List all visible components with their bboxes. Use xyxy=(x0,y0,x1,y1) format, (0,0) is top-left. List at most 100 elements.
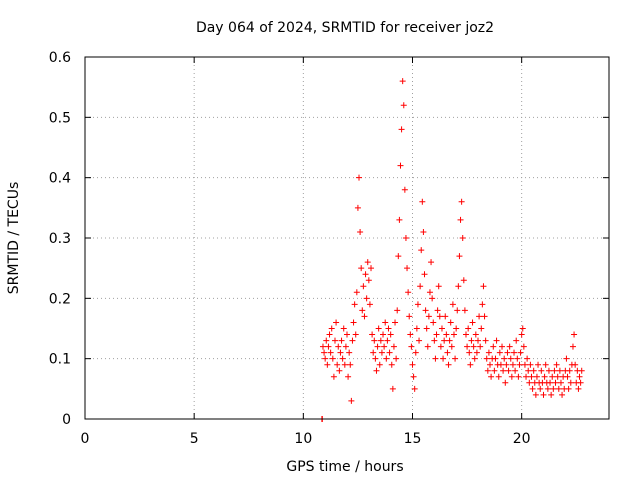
data-point xyxy=(424,343,431,350)
data-point xyxy=(564,373,571,380)
data-point xyxy=(483,355,490,362)
data-point xyxy=(457,216,464,223)
data-point xyxy=(435,283,442,290)
data-point xyxy=(428,259,435,266)
data-point xyxy=(567,379,574,386)
data-point xyxy=(542,361,549,368)
data-point xyxy=(577,379,584,386)
data-point xyxy=(365,277,372,284)
data-point xyxy=(537,385,544,392)
data-point xyxy=(328,325,335,332)
data-point xyxy=(406,313,413,320)
data-point xyxy=(389,385,396,392)
data-point xyxy=(431,337,438,344)
data-point xyxy=(477,343,484,350)
data-point xyxy=(533,373,540,380)
data-point xyxy=(467,361,474,368)
data-point xyxy=(514,355,521,362)
data-point xyxy=(423,325,430,332)
data-point xyxy=(520,343,527,350)
data-point xyxy=(488,373,495,380)
data-point xyxy=(398,126,405,133)
data-point xyxy=(321,349,328,356)
data-point xyxy=(369,331,376,338)
data-point xyxy=(459,235,466,241)
data-point xyxy=(450,331,457,338)
data-point xyxy=(530,367,537,374)
data-point xyxy=(504,349,511,356)
data-point xyxy=(364,259,371,266)
data-point xyxy=(425,313,432,320)
data-point xyxy=(461,307,468,314)
data-point xyxy=(410,373,417,380)
data-point xyxy=(497,361,504,368)
data-point xyxy=(350,319,357,326)
data-point xyxy=(357,228,364,235)
data-point xyxy=(500,367,507,374)
data-point xyxy=(509,361,516,368)
data-point xyxy=(557,379,564,386)
data-point xyxy=(540,391,547,398)
x-tick-label: 5 xyxy=(190,431,199,447)
data-point xyxy=(455,283,462,290)
data-point xyxy=(513,337,520,344)
data-point xyxy=(363,295,370,302)
x-tick-label: 15 xyxy=(404,431,422,447)
data-point xyxy=(420,228,427,235)
data-point xyxy=(492,355,499,362)
data-point xyxy=(523,373,530,380)
data-point xyxy=(342,343,349,350)
data-point xyxy=(527,361,534,368)
data-point xyxy=(408,343,415,350)
data-point xyxy=(434,307,441,314)
data-point xyxy=(341,361,348,368)
data-point xyxy=(575,385,582,392)
data-point xyxy=(532,391,539,398)
data-point xyxy=(438,325,445,332)
data-point xyxy=(331,337,338,344)
data-point xyxy=(400,102,407,109)
data-point xyxy=(521,361,528,368)
tick-labels: 0 5 10 15 20 0 0.1 0.2 0.3 0.4 0.5 0.6 xyxy=(49,50,531,447)
data-point xyxy=(359,307,366,314)
data-point xyxy=(503,361,510,368)
data-point xyxy=(475,337,481,344)
data-point xyxy=(377,337,384,344)
data-point xyxy=(470,343,477,350)
data-point xyxy=(326,331,333,338)
data-point xyxy=(323,337,330,344)
data-point xyxy=(409,361,416,368)
data-point xyxy=(468,337,475,344)
data-point xyxy=(388,361,395,368)
data-point xyxy=(487,361,494,368)
x-tick-label: 0 xyxy=(81,431,90,447)
data-point xyxy=(375,325,382,332)
data-point xyxy=(549,373,556,380)
data-point xyxy=(566,367,573,374)
data-point xyxy=(460,277,467,284)
data-point xyxy=(445,361,452,368)
data-point xyxy=(396,216,403,223)
data-point xyxy=(481,313,488,320)
y-tick-label: 0.4 xyxy=(49,171,71,187)
data-point xyxy=(426,289,433,296)
data-point xyxy=(565,385,572,392)
data-point xyxy=(433,331,440,338)
data-point xyxy=(493,337,500,344)
data-point xyxy=(322,355,329,362)
data-point xyxy=(526,379,533,386)
data-point xyxy=(325,343,332,350)
data-point xyxy=(551,367,558,374)
data-point xyxy=(356,174,363,181)
data-point xyxy=(361,313,368,320)
data-point xyxy=(371,337,378,344)
data-point xyxy=(519,325,526,332)
data-point xyxy=(397,162,404,169)
data-point xyxy=(576,373,583,380)
data-point xyxy=(386,349,393,356)
data-point xyxy=(329,355,336,362)
data-point xyxy=(327,349,334,356)
data-point xyxy=(366,301,373,308)
data-point xyxy=(441,337,448,344)
data-point xyxy=(508,373,515,380)
